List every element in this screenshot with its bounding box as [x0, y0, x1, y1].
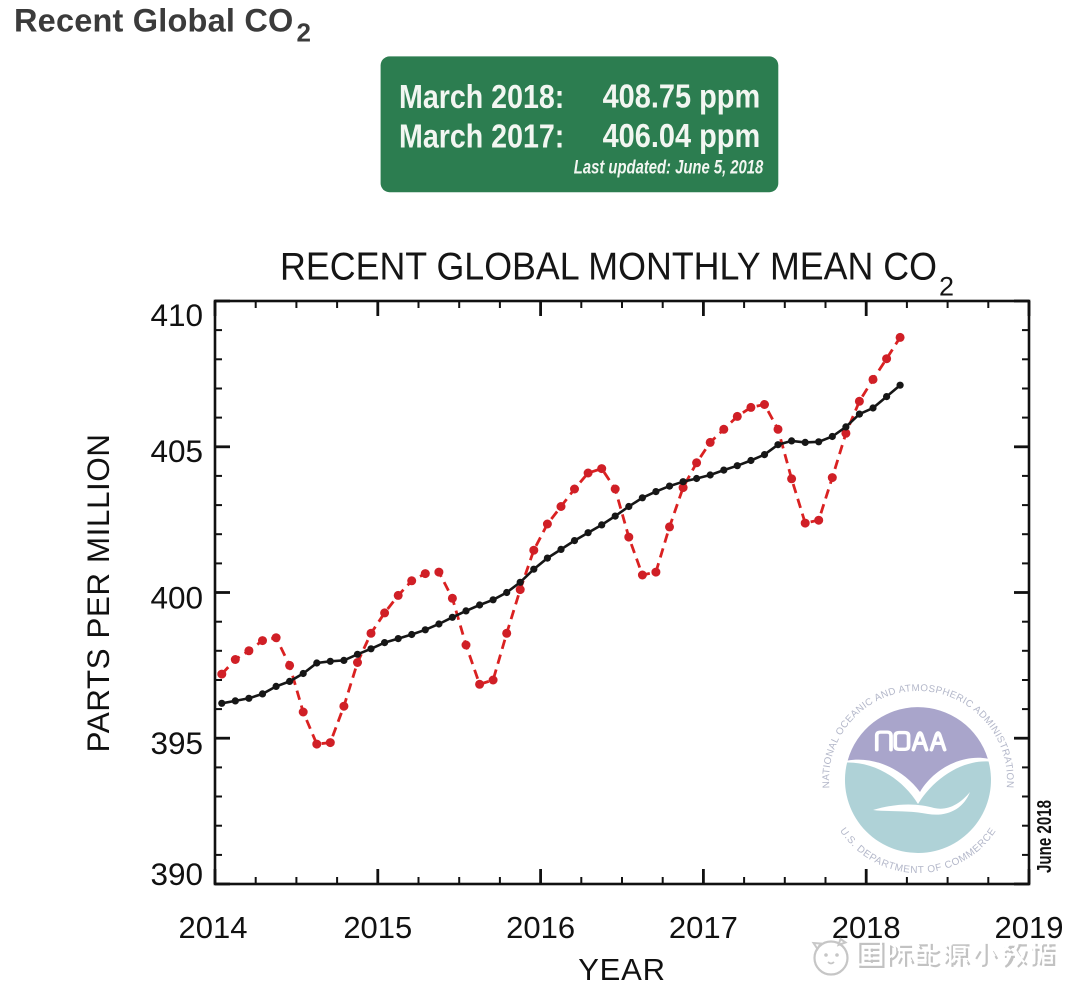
svg-text:2015: 2015 [343, 910, 412, 945]
svg-text:Recent Global CO: Recent Global CO [14, 3, 294, 39]
svg-text:YEAR: YEAR [578, 952, 666, 987]
svg-text:400: 400 [150, 580, 203, 616]
svg-text:390: 390 [150, 856, 203, 892]
svg-text:2019: 2019 [995, 910, 1064, 945]
svg-text:2017: 2017 [669, 910, 738, 945]
svg-text:2014: 2014 [179, 910, 248, 945]
svg-text:395: 395 [150, 725, 203, 761]
svg-text:March 2017:: March 2017: [399, 118, 564, 155]
svg-text:2: 2 [297, 18, 311, 48]
svg-text:Last updated: June 5, 2018: Last updated: June 5, 2018 [574, 158, 764, 179]
svg-text:June 2018: June 2018 [1034, 800, 1056, 873]
svg-text:2: 2 [939, 272, 954, 302]
svg-text:406.04 ppm: 406.04 ppm [603, 117, 761, 154]
svg-text:2018: 2018 [832, 910, 901, 945]
svg-text:2016: 2016 [506, 910, 575, 945]
svg-text:March 2018:: March 2018: [399, 78, 564, 115]
svg-text:408.75 ppm: 408.75 ppm [603, 78, 761, 115]
svg-text:405: 405 [150, 433, 203, 469]
svg-text:410: 410 [150, 297, 203, 333]
svg-text:PARTS PER MILLION: PARTS PER MILLION [80, 434, 116, 753]
svg-text:RECENT GLOBAL MONTHLY MEAN CO: RECENT GLOBAL MONTHLY MEAN CO [280, 246, 937, 289]
